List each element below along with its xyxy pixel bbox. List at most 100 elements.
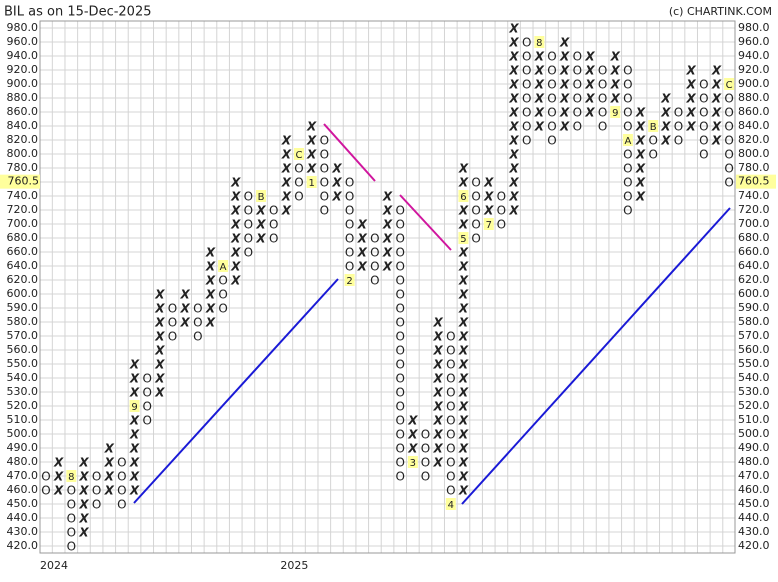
o-box: O	[142, 414, 151, 428]
last-price-label: 760.5	[738, 175, 770, 188]
o-box: O	[294, 176, 303, 190]
o-box: O	[699, 134, 708, 148]
x-box: X	[458, 414, 469, 428]
pf-column: OOO	[497, 190, 506, 232]
month-marker-bg	[294, 148, 304, 160]
x-box: X	[154, 330, 165, 344]
y-tick-label: 920.0	[7, 63, 39, 76]
x-box: X	[458, 316, 469, 330]
o-box: O	[623, 120, 632, 134]
x-box: X	[559, 92, 570, 106]
pf-column: OOB	[648, 120, 659, 162]
x-box: X	[483, 190, 494, 204]
x-box: X	[180, 302, 191, 316]
o-box: O	[623, 92, 632, 106]
x-box: X	[635, 190, 646, 204]
x-box: X	[53, 484, 64, 498]
x-box: X	[508, 22, 519, 36]
x-box: X	[433, 428, 444, 442]
month-marker: B	[258, 192, 265, 203]
resistance-trendline	[323, 123, 376, 182]
x-box: X	[180, 288, 191, 302]
x-box: X	[255, 218, 266, 232]
x-box: X	[154, 288, 165, 302]
x-box: X	[458, 274, 469, 288]
o-box: O	[724, 162, 733, 176]
x-box: X	[584, 64, 595, 78]
x-box: X	[205, 288, 216, 302]
o-box: O	[142, 372, 151, 386]
o-box: O	[117, 484, 126, 498]
x-box: X	[230, 274, 241, 288]
x-box: X	[508, 78, 519, 92]
x-box: X	[458, 428, 469, 442]
o-box: O	[522, 64, 531, 78]
x-box: X	[508, 162, 519, 176]
y-tick-label-right: 600.0	[738, 287, 770, 300]
pf-column: OOO	[674, 106, 683, 148]
o-box: O	[598, 78, 607, 92]
x-box: X	[331, 176, 342, 190]
x-box: X	[711, 106, 722, 120]
o-box: O	[573, 50, 582, 64]
x-year-label: 2025	[280, 559, 308, 572]
boxes: OOXXXOOOOO8XXXXXXOOOXXXXOOOOXXXXXX9XXXOO…	[41, 22, 735, 554]
x-box: X	[154, 386, 165, 400]
chart-title: BIL as on 15-Dec-2025	[4, 5, 152, 20]
x-box: X	[78, 498, 89, 512]
month-marker-bg	[256, 190, 267, 202]
x-box: X	[407, 428, 418, 442]
y-tick-label: 700.0	[7, 217, 39, 230]
y-tick-label: 980.0	[7, 21, 39, 34]
y-tick-label-right: 680.0	[738, 231, 770, 244]
x-box: X	[584, 92, 595, 106]
o-box: O	[395, 428, 404, 442]
y-tick-label: 960.0	[7, 35, 39, 48]
y-tick-label: 550.0	[7, 357, 39, 370]
x-box: X	[508, 64, 519, 78]
o-box: O	[67, 512, 76, 526]
o-box: O	[471, 190, 480, 204]
o-box: O	[699, 92, 708, 106]
x-box: X	[635, 176, 646, 190]
x-box: X	[78, 470, 89, 484]
y-tick-label: 520.0	[7, 399, 39, 412]
o-box: O	[244, 246, 253, 260]
o-box: O	[244, 190, 253, 204]
x-box: X	[205, 302, 216, 316]
month-marker: 9	[131, 402, 137, 413]
o-box: O	[522, 134, 531, 148]
o-box: O	[218, 302, 227, 316]
x-box: X	[458, 358, 469, 372]
x-box: X	[104, 484, 115, 498]
x-box: X	[281, 176, 292, 190]
x-box: X	[635, 106, 646, 120]
x-box: X	[584, 78, 595, 92]
o-box: O	[421, 456, 430, 470]
o-box: O	[623, 190, 632, 204]
o-box: O	[573, 106, 582, 120]
o-box: O	[269, 232, 278, 246]
x-box: X	[508, 50, 519, 64]
x-box: X	[584, 50, 595, 64]
x-box: X	[559, 36, 570, 50]
o-box: O	[395, 386, 404, 400]
o-box: O	[547, 134, 556, 148]
o-box: O	[674, 120, 683, 134]
x-box: X	[180, 316, 191, 330]
x-box: X	[660, 92, 671, 106]
x-box: X	[458, 386, 469, 400]
x-box: X	[433, 442, 444, 456]
x-box: X	[281, 134, 292, 148]
o-box: O	[724, 120, 733, 134]
o-box: O	[724, 176, 733, 190]
o-box: O	[345, 260, 354, 274]
y-tick-label-right: 460.0	[738, 483, 770, 496]
x-box: X	[357, 260, 368, 274]
